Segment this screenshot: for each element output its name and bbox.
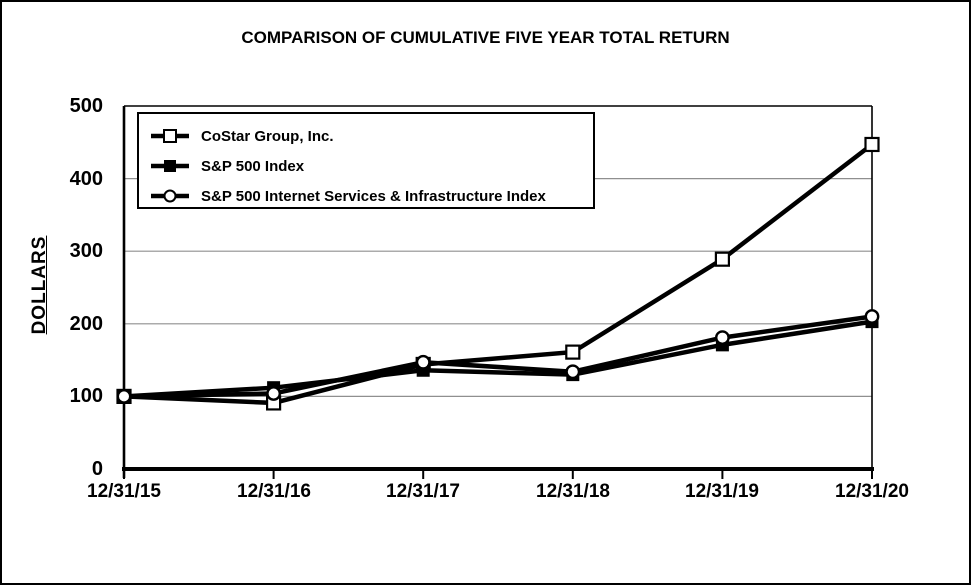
legend-item-costar: CoStar Group, Inc. <box>139 121 593 151</box>
legend: CoStar Group, Inc. S&P 500 Index S&P 500… <box>137 112 595 209</box>
y-tick-label: 500 <box>69 95 103 117</box>
x-tick-label: 12/31/17 <box>386 481 460 502</box>
data-point-open-circle <box>864 309 880 324</box>
legend-item-sp500-internet: S&P 500 Internet Services & Infrastructu… <box>139 181 593 211</box>
y-tick-label: 400 <box>69 168 103 190</box>
legend-item-sp500: S&P 500 Index <box>139 151 593 181</box>
data-point-open-square <box>864 136 880 153</box>
series-line-0 <box>123 142 874 406</box>
data-point-open-circle <box>565 364 581 380</box>
data-point-open-circle <box>266 386 281 401</box>
x-tick-label: 12/31/18 <box>536 481 610 502</box>
series-line-2 <box>123 314 873 399</box>
legend-label: CoStar Group, Inc. <box>201 127 334 145</box>
y-tick-label: 300 <box>69 240 103 262</box>
filled-square-marker-icon <box>151 160 189 172</box>
chart-title: COMPARISON OF CUMULATIVE FIVE YEAR TOTAL… <box>241 28 730 47</box>
x-tick-label: 12/31/16 <box>237 481 311 502</box>
open-circle-marker-icon <box>151 189 189 203</box>
open-square-marker-icon <box>151 129 189 143</box>
data-point-open-square <box>714 251 731 267</box>
x-tick-label: 12/31/15 <box>87 481 161 502</box>
data-point-open-circle <box>415 354 431 370</box>
x-tick-label: 12/31/19 <box>685 481 759 502</box>
legend-label: S&P 500 Internet Services & Infrastructu… <box>201 187 546 205</box>
y-tick-label: 200 <box>69 313 103 335</box>
series-line-1 <box>123 319 873 399</box>
y-tick-label: 0 <box>91 458 103 480</box>
data-point-open-square <box>565 344 581 360</box>
x-tick-label: 12/31/20 <box>835 481 909 502</box>
data-point-open-circle <box>715 330 730 345</box>
y-tick-label: 100 <box>69 385 103 407</box>
legend-label: S&P 500 Index <box>201 157 305 175</box>
data-point-open-circle <box>116 388 132 404</box>
